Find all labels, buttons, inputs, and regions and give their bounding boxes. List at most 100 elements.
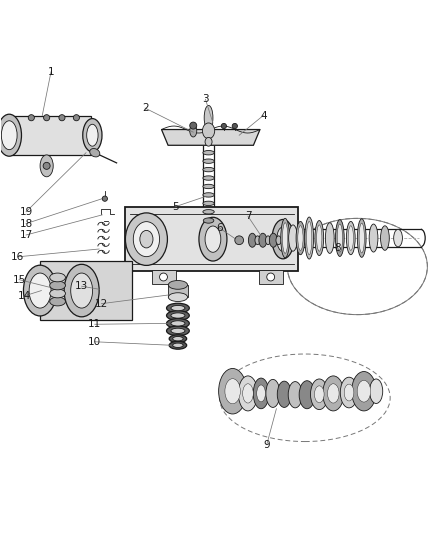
Ellipse shape xyxy=(357,219,365,257)
Circle shape xyxy=(159,273,167,281)
Text: 4: 4 xyxy=(259,110,266,120)
Ellipse shape xyxy=(89,149,99,157)
Ellipse shape xyxy=(351,372,375,411)
Ellipse shape xyxy=(170,328,184,334)
Ellipse shape xyxy=(49,289,65,298)
Text: 9: 9 xyxy=(263,440,269,450)
Circle shape xyxy=(232,124,237,128)
Circle shape xyxy=(59,115,65,121)
Ellipse shape xyxy=(202,209,214,214)
Text: 3: 3 xyxy=(202,94,208,104)
Text: 11: 11 xyxy=(88,319,101,329)
Ellipse shape xyxy=(327,384,338,403)
Bar xyxy=(258,270,283,284)
Ellipse shape xyxy=(168,280,187,289)
Ellipse shape xyxy=(322,376,343,411)
Ellipse shape xyxy=(256,385,265,402)
Ellipse shape xyxy=(140,230,152,248)
Ellipse shape xyxy=(166,319,189,328)
Ellipse shape xyxy=(169,341,186,349)
Ellipse shape xyxy=(189,125,196,137)
Ellipse shape xyxy=(280,219,289,258)
Ellipse shape xyxy=(1,121,17,150)
Ellipse shape xyxy=(125,213,167,265)
Ellipse shape xyxy=(288,382,301,408)
Ellipse shape xyxy=(298,381,314,409)
Polygon shape xyxy=(161,130,259,146)
Ellipse shape xyxy=(295,221,304,255)
Circle shape xyxy=(28,115,34,121)
Ellipse shape xyxy=(49,281,65,290)
Ellipse shape xyxy=(314,221,323,255)
Ellipse shape xyxy=(253,378,268,409)
Ellipse shape xyxy=(202,159,214,163)
Ellipse shape xyxy=(29,273,51,308)
Ellipse shape xyxy=(277,381,290,407)
Bar xyxy=(168,285,187,297)
Circle shape xyxy=(189,122,196,129)
Text: 15: 15 xyxy=(12,274,26,285)
Ellipse shape xyxy=(358,223,364,253)
Ellipse shape xyxy=(276,227,288,252)
Circle shape xyxy=(73,115,79,121)
Ellipse shape xyxy=(202,176,214,180)
Ellipse shape xyxy=(166,303,189,313)
Ellipse shape xyxy=(202,123,214,139)
Ellipse shape xyxy=(205,226,220,252)
Ellipse shape xyxy=(357,381,370,402)
Ellipse shape xyxy=(205,138,212,146)
Bar xyxy=(151,270,175,284)
Ellipse shape xyxy=(169,335,186,343)
Ellipse shape xyxy=(265,236,270,245)
Circle shape xyxy=(43,163,50,169)
Text: 13: 13 xyxy=(75,281,88,291)
Ellipse shape xyxy=(393,229,402,247)
Ellipse shape xyxy=(202,193,214,197)
Ellipse shape xyxy=(86,124,98,146)
Ellipse shape xyxy=(170,313,184,318)
Ellipse shape xyxy=(347,226,353,251)
Ellipse shape xyxy=(272,220,293,259)
Ellipse shape xyxy=(316,225,321,251)
Text: 8: 8 xyxy=(334,243,340,253)
Circle shape xyxy=(266,273,274,281)
Text: 10: 10 xyxy=(88,337,101,347)
Text: 6: 6 xyxy=(215,223,223,233)
Circle shape xyxy=(43,115,49,121)
Circle shape xyxy=(234,236,243,245)
Ellipse shape xyxy=(335,220,343,256)
Ellipse shape xyxy=(172,343,183,348)
Ellipse shape xyxy=(203,218,213,223)
Ellipse shape xyxy=(166,326,189,336)
Ellipse shape xyxy=(304,217,313,259)
Circle shape xyxy=(221,124,226,128)
Ellipse shape xyxy=(202,184,214,189)
Ellipse shape xyxy=(168,293,187,302)
Ellipse shape xyxy=(288,225,297,251)
Text: 16: 16 xyxy=(11,252,24,262)
Ellipse shape xyxy=(325,223,333,253)
Text: 12: 12 xyxy=(95,298,108,309)
Ellipse shape xyxy=(282,223,287,253)
Text: 14: 14 xyxy=(18,291,31,301)
Ellipse shape xyxy=(238,376,257,411)
Ellipse shape xyxy=(166,311,189,320)
Ellipse shape xyxy=(224,379,240,403)
Text: 5: 5 xyxy=(172,201,179,212)
Text: 2: 2 xyxy=(141,103,148,113)
Ellipse shape xyxy=(306,221,311,255)
Ellipse shape xyxy=(314,386,323,403)
Ellipse shape xyxy=(49,297,65,306)
Ellipse shape xyxy=(242,384,253,403)
Bar xyxy=(40,261,132,320)
Ellipse shape xyxy=(202,167,214,172)
Ellipse shape xyxy=(339,377,357,408)
Ellipse shape xyxy=(198,217,226,261)
Ellipse shape xyxy=(368,224,377,252)
Ellipse shape xyxy=(82,118,102,152)
Ellipse shape xyxy=(202,201,214,206)
Ellipse shape xyxy=(310,379,327,409)
Ellipse shape xyxy=(248,233,256,247)
Ellipse shape xyxy=(265,379,279,407)
Ellipse shape xyxy=(343,384,353,401)
